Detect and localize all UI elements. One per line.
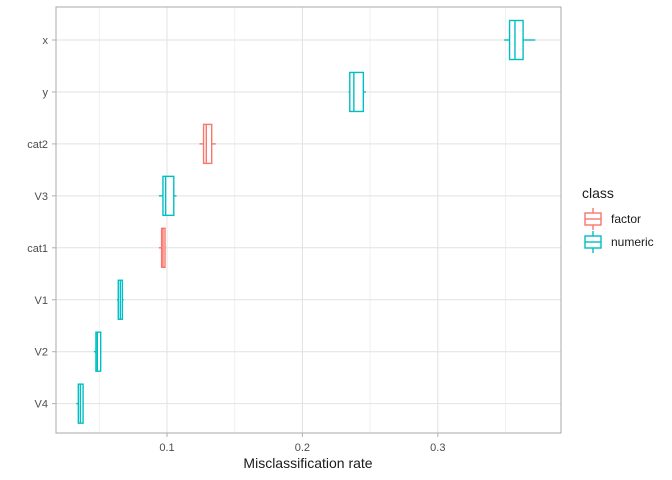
x-tick-label: 0.2 xyxy=(295,442,310,454)
box xyxy=(349,71,365,113)
y-tick-label-cat1: cat1 xyxy=(27,243,48,255)
y-tick-label-cat2: cat2 xyxy=(27,139,48,151)
boxplot-V4 xyxy=(76,383,84,424)
box xyxy=(162,175,175,217)
legend-entry-numeric: numeric xyxy=(584,231,654,253)
axis-tick-labels: 0.1 0.2 0.3 x y cat2 V3 cat1 V1 V2 V4 xyxy=(27,35,445,454)
y-tick-label-y: y xyxy=(43,87,49,99)
boxplot-V3 xyxy=(158,175,177,217)
panel-border xyxy=(55,6,562,434)
boxplots xyxy=(76,19,536,424)
box xyxy=(95,331,102,372)
major-gridlines xyxy=(56,7,561,433)
legend-title: class xyxy=(582,185,614,201)
boxplot-cat1 xyxy=(158,227,166,269)
box xyxy=(202,123,213,165)
legend-label-factor: factor xyxy=(611,212,641,226)
legend-label-numeric: numeric xyxy=(611,235,654,249)
x-tick-label: 0.1 xyxy=(159,442,174,454)
x-axis-title: Misclassification rate xyxy=(243,455,372,471)
boxplot-x xyxy=(504,19,536,61)
legend: class factor numeric xyxy=(582,185,654,253)
x-tick-label: 0.3 xyxy=(430,442,445,454)
boxplot-V2 xyxy=(93,331,102,372)
y-tick-label-x: x xyxy=(43,35,49,47)
legend-entry-factor: factor xyxy=(584,208,641,230)
axis-tick-marks xyxy=(52,39,439,437)
y-tick-label-V3: V3 xyxy=(35,191,48,203)
boxplot-y xyxy=(348,71,367,113)
y-tick-label-V4: V4 xyxy=(35,399,48,411)
boxplot-cat2 xyxy=(199,123,216,165)
box xyxy=(508,19,524,61)
y-tick-label-V2: V2 xyxy=(35,347,48,359)
legend-entries: factor numeric xyxy=(584,208,654,253)
y-tick-label-V1: V1 xyxy=(35,295,48,307)
boxplot-V1 xyxy=(116,279,124,320)
